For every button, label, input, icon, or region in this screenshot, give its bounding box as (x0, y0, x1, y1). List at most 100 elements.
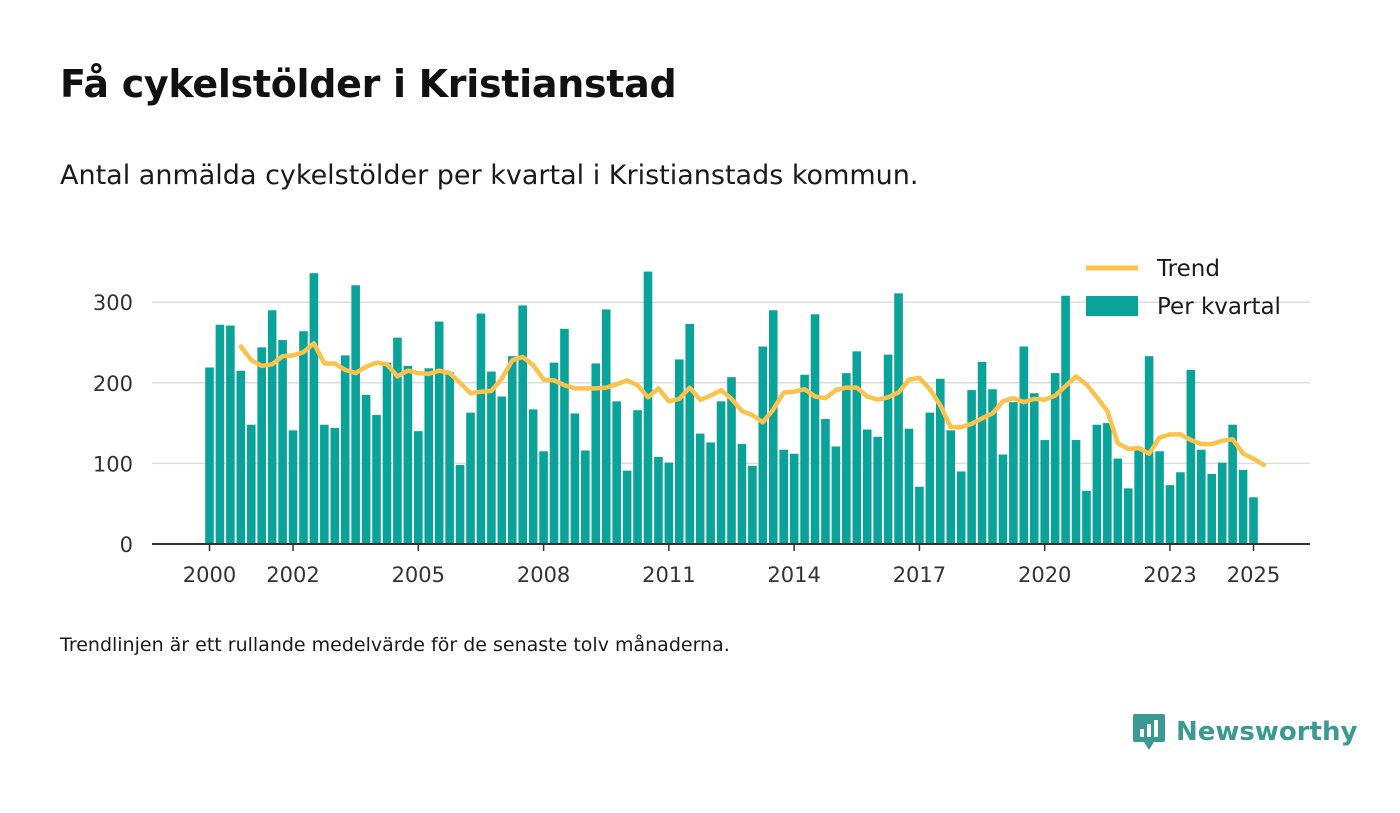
bar (434, 321, 444, 544)
bar (1134, 447, 1143, 544)
bar (1165, 485, 1175, 544)
bar (800, 374, 809, 544)
bar (737, 444, 747, 544)
bar (1155, 451, 1164, 544)
legend-trend-label: Trend (1156, 256, 1220, 282)
trend-line (238, 341, 1267, 468)
bar (852, 351, 862, 544)
bar (1050, 373, 1060, 544)
bar (633, 410, 642, 544)
bar (320, 424, 329, 544)
bar (998, 454, 1008, 544)
bar (831, 446, 841, 544)
bar (1238, 469, 1248, 544)
bar (351, 285, 360, 544)
bar (372, 415, 381, 544)
legend: Trend Per kvartal (1086, 256, 1281, 320)
bar (518, 305, 527, 544)
bar (445, 372, 454, 544)
bar (476, 313, 486, 544)
bar (695, 433, 705, 544)
bar (455, 465, 465, 544)
bar (393, 337, 402, 544)
bar (685, 323, 695, 544)
bar (466, 412, 475, 544)
bar (967, 390, 976, 544)
brand-logo: Newsworthy (1132, 712, 1357, 752)
bar (403, 365, 413, 544)
brand-name: Newsworthy (1176, 717, 1358, 747)
bar (539, 451, 548, 544)
bar (1029, 393, 1039, 544)
x-tick-label: 2002 (266, 563, 319, 587)
y-tick-label: 100 (93, 452, 133, 476)
legend-bars-swatch (1086, 296, 1138, 316)
bar (601, 309, 611, 544)
bar (873, 436, 882, 544)
bar (946, 430, 956, 544)
bar (1113, 458, 1123, 544)
bar (988, 389, 997, 544)
bar (1092, 424, 1102, 544)
bar (1176, 472, 1185, 544)
bar (779, 449, 788, 544)
bar (1207, 473, 1217, 544)
bar (706, 442, 715, 544)
bar (549, 362, 559, 544)
bar (246, 424, 256, 544)
bar (862, 429, 872, 544)
bar (424, 368, 434, 544)
x-tick-label: 2000 (183, 563, 236, 587)
bar (925, 412, 935, 544)
bar (1217, 462, 1227, 544)
bar (1019, 346, 1029, 544)
bar (904, 428, 914, 544)
bar (226, 325, 235, 544)
trend-series (238, 341, 1267, 468)
bar (1040, 440, 1049, 544)
bar (1197, 449, 1206, 544)
bar (267, 310, 277, 544)
bar (842, 373, 851, 544)
bar (936, 378, 945, 544)
x-tick-label: 2014 (767, 563, 820, 587)
bar (643, 271, 653, 544)
bar (560, 328, 569, 544)
bar (768, 310, 778, 544)
x-axis: 2000 2002 2005 2008 2011 2014 2017 2020 2023 2025 (152, 543, 1310, 587)
bar (1103, 423, 1112, 544)
bar (299, 331, 308, 544)
bar (1009, 402, 1018, 544)
bar (330, 427, 340, 544)
y-tick-label: 200 (93, 372, 133, 396)
bar (236, 370, 246, 544)
bar (956, 471, 966, 544)
bar (758, 346, 768, 544)
bar (810, 314, 820, 544)
bar (612, 401, 621, 544)
bar-series (205, 271, 1258, 544)
bar (1082, 490, 1091, 544)
newsworthy-logo-icon (1133, 714, 1165, 750)
x-tick-label: 2008 (517, 563, 570, 587)
bar (257, 347, 266, 544)
bar (215, 324, 225, 544)
bar (528, 409, 538, 544)
bar (664, 462, 674, 544)
bar (591, 363, 601, 544)
x-tick-label: 2005 (392, 563, 445, 587)
bar (654, 456, 663, 544)
bar (915, 486, 924, 544)
y-tick-label: 0 (120, 533, 133, 557)
bar (278, 340, 287, 544)
bar (507, 356, 517, 544)
y-tick-label: 300 (93, 291, 133, 315)
bar (675, 359, 684, 544)
bar (1228, 424, 1237, 544)
y-axis-ticks: 0 100 200 300 (93, 291, 133, 557)
bar (497, 396, 507, 544)
bar (581, 450, 590, 544)
x-tick-label: 2017 (893, 563, 946, 587)
bar (340, 355, 350, 544)
